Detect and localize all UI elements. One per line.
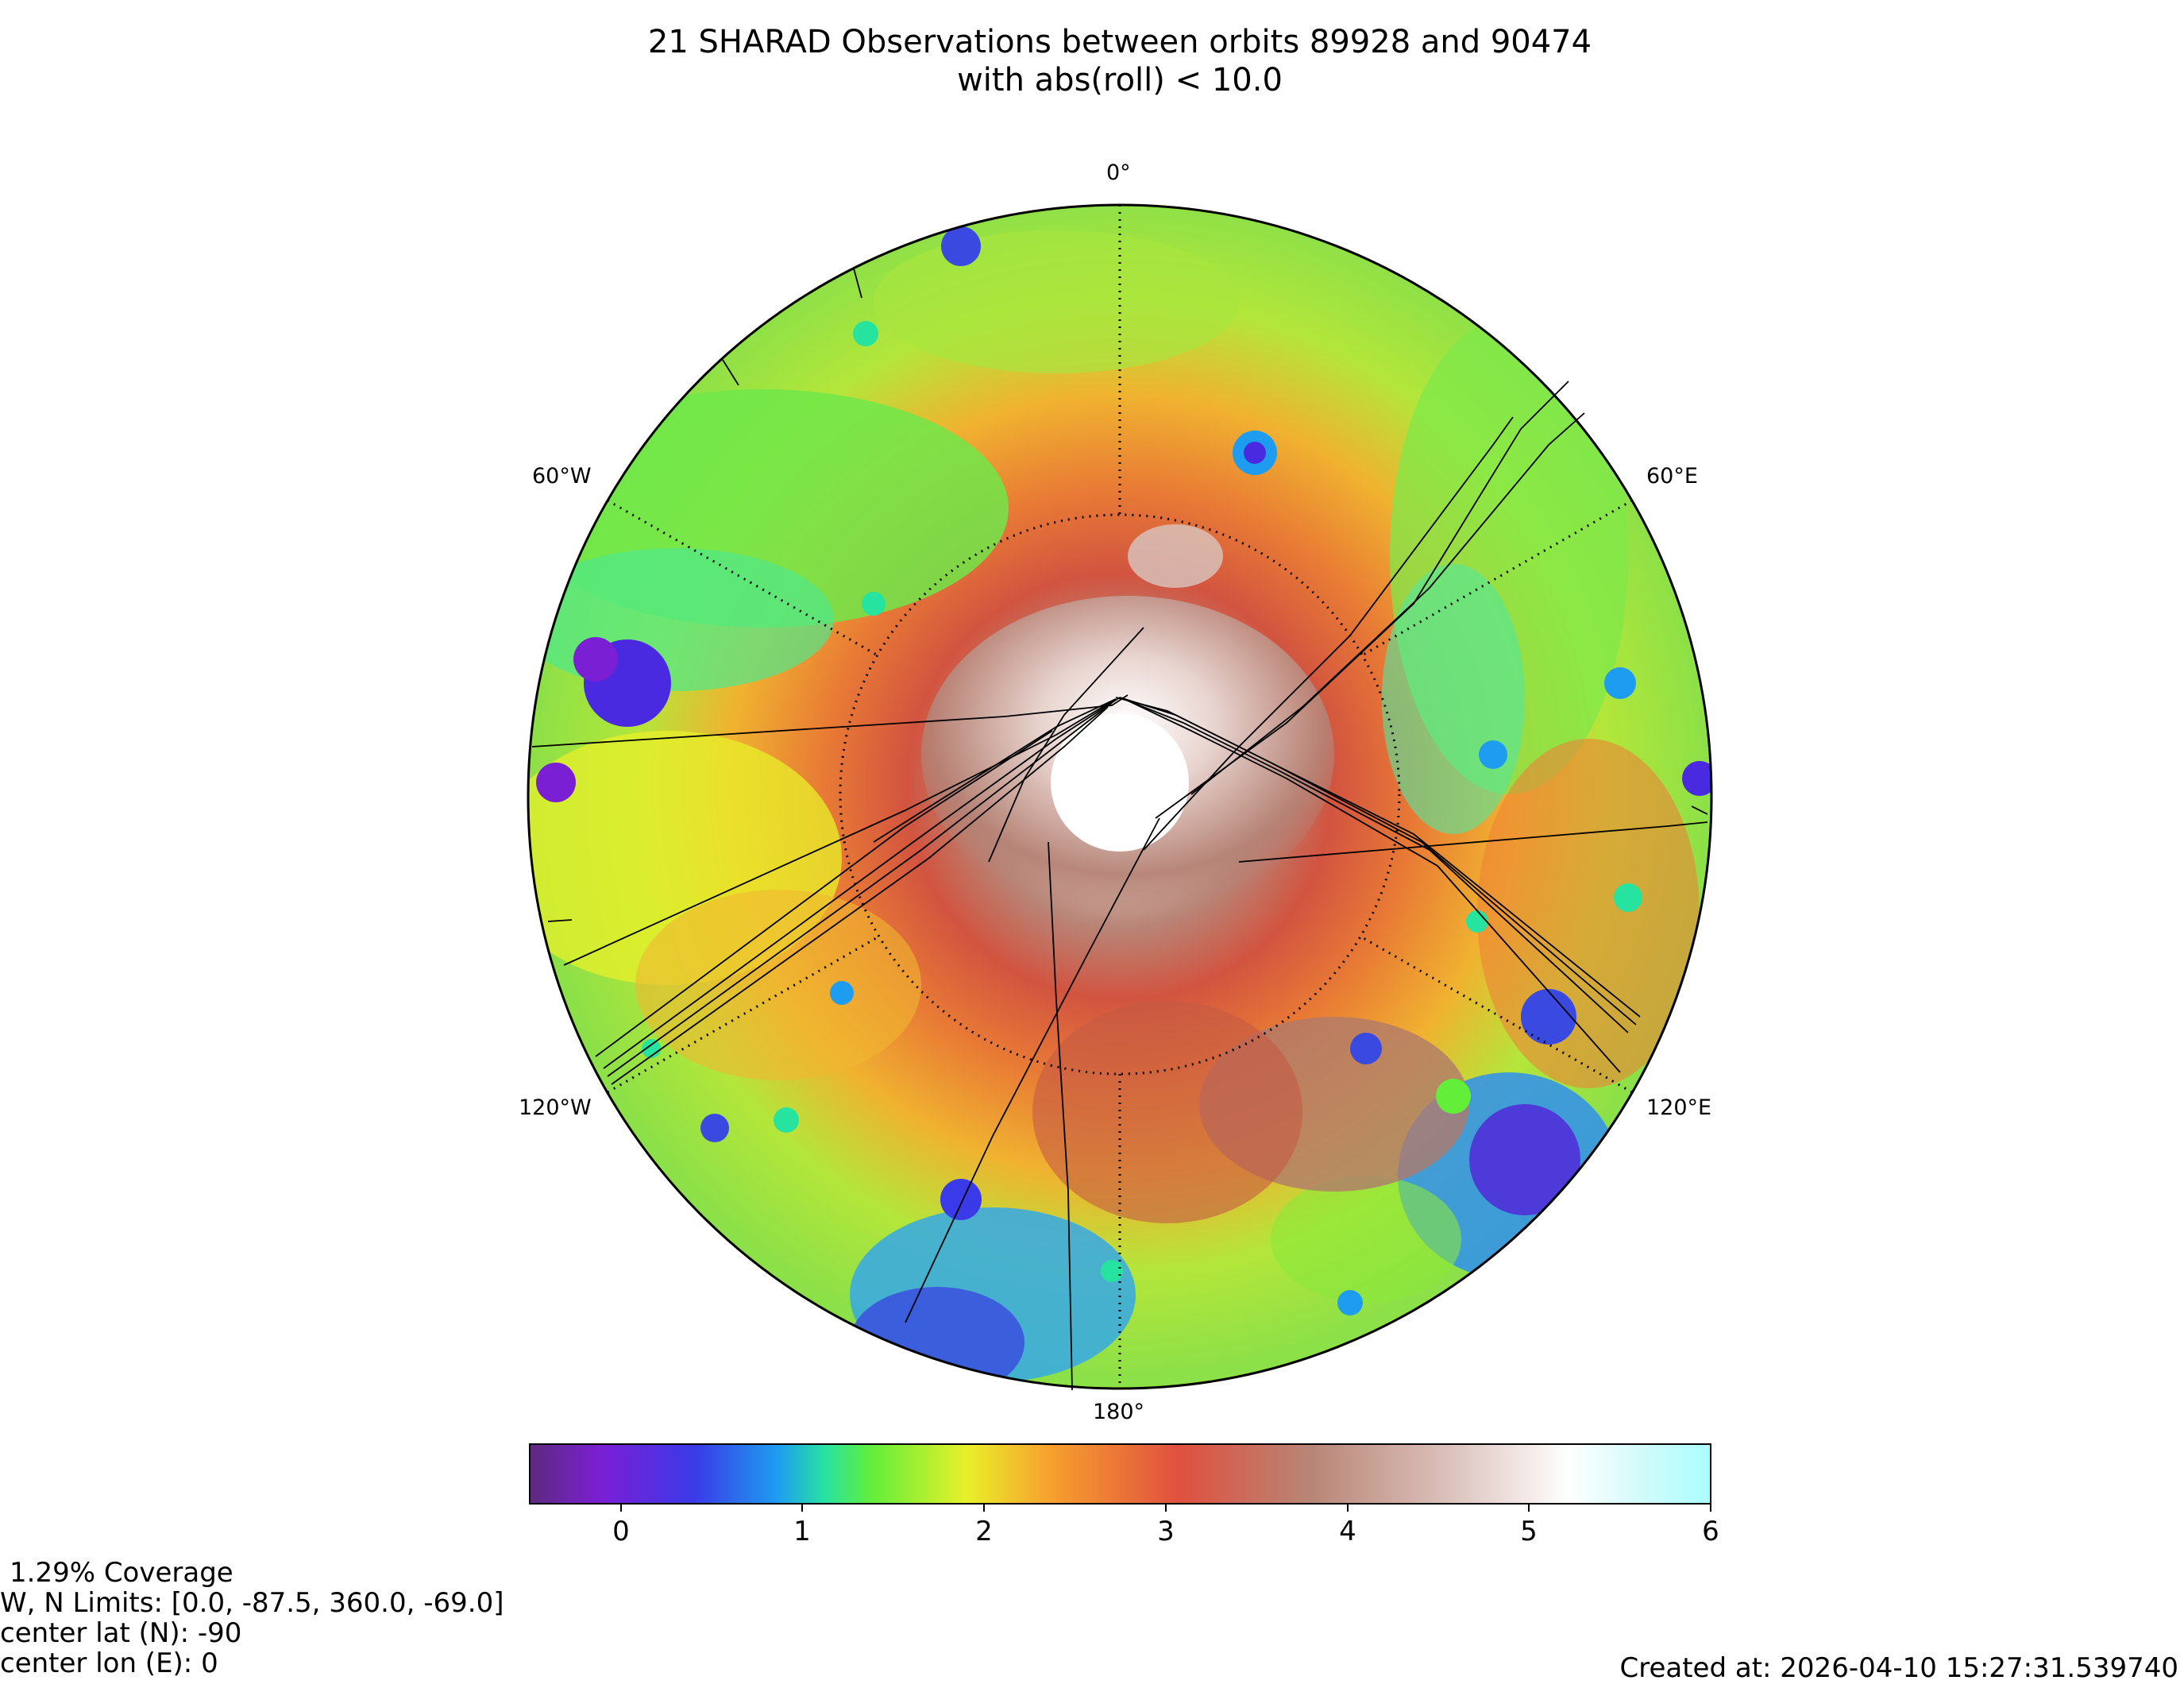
ground-track	[611, 706, 1109, 1085]
colorbar	[529, 1443, 1711, 1505]
ground-track	[1190, 412, 1585, 795]
center-lat-text: center lat (N): -90	[0, 1617, 242, 1649]
colorbar-tick-label: 3	[1157, 1516, 1175, 1547]
ground-track	[988, 627, 1144, 863]
ground-track	[873, 698, 1117, 843]
ground-track	[1123, 698, 1629, 1033]
colorbar-tick-label: 0	[612, 1516, 630, 1547]
limits-text: W, N Limits: [0.0, -87.5, 360.0, -69.0]	[0, 1587, 504, 1619]
ground-track	[1048, 841, 1073, 1391]
lon-label-180: 180°	[1093, 1400, 1145, 1424]
no-data-hole	[1051, 713, 1189, 852]
ground-track	[1127, 700, 1621, 1073]
ground-track	[905, 817, 1160, 1323]
ground-track	[607, 702, 1113, 1077]
lon-label-60w: 60°W	[532, 464, 592, 489]
ground-track	[1238, 821, 1708, 863]
center-lon-text: center lon (E): 0	[0, 1647, 218, 1679]
lon-label-120e: 120°E	[1646, 1095, 1712, 1120]
map-title-line2: with abs(roll) < 10.0	[957, 62, 1283, 98]
ground-track	[1115, 697, 1641, 1018]
colorbar-ticks	[620, 1504, 1711, 1512]
coverage-text: 1.29% Coverage	[10, 1557, 233, 1589]
ground-track	[1143, 416, 1514, 851]
map-title-line1: 21 SHARAD Observations between orbits 89…	[647, 24, 1592, 60]
colorbar-tick-label: 5	[1520, 1516, 1538, 1547]
colorbar-tick-label: 6	[1702, 1516, 1719, 1547]
lon-label-120w: 120°W	[519, 1095, 592, 1120]
ground-track	[547, 919, 573, 922]
ground-track	[1691, 805, 1708, 815]
created-timestamp: Created at: 2026-04-10 15:27:31.539740	[1619, 1652, 2179, 1684]
map-boundary	[527, 203, 1713, 1390]
ground-track	[563, 698, 1117, 966]
ground-track	[531, 694, 1129, 747]
colorbar-tick-label: 1	[793, 1516, 811, 1547]
ground-track	[603, 697, 1121, 1069]
ground-track	[722, 359, 739, 386]
colorbar-tick-label: 4	[1339, 1516, 1356, 1547]
lon-label-60e: 60°E	[1646, 464, 1698, 489]
colorbar-tick-label: 2	[975, 1516, 993, 1547]
ground-track	[853, 268, 862, 299]
ground-track	[595, 730, 1053, 1057]
graticule	[607, 205, 1633, 1389]
lon-label-0: 0°	[1106, 160, 1131, 185]
elevation-layer	[528, 205, 1711, 1389]
sharad-ground-tracks	[531, 268, 1708, 1391]
